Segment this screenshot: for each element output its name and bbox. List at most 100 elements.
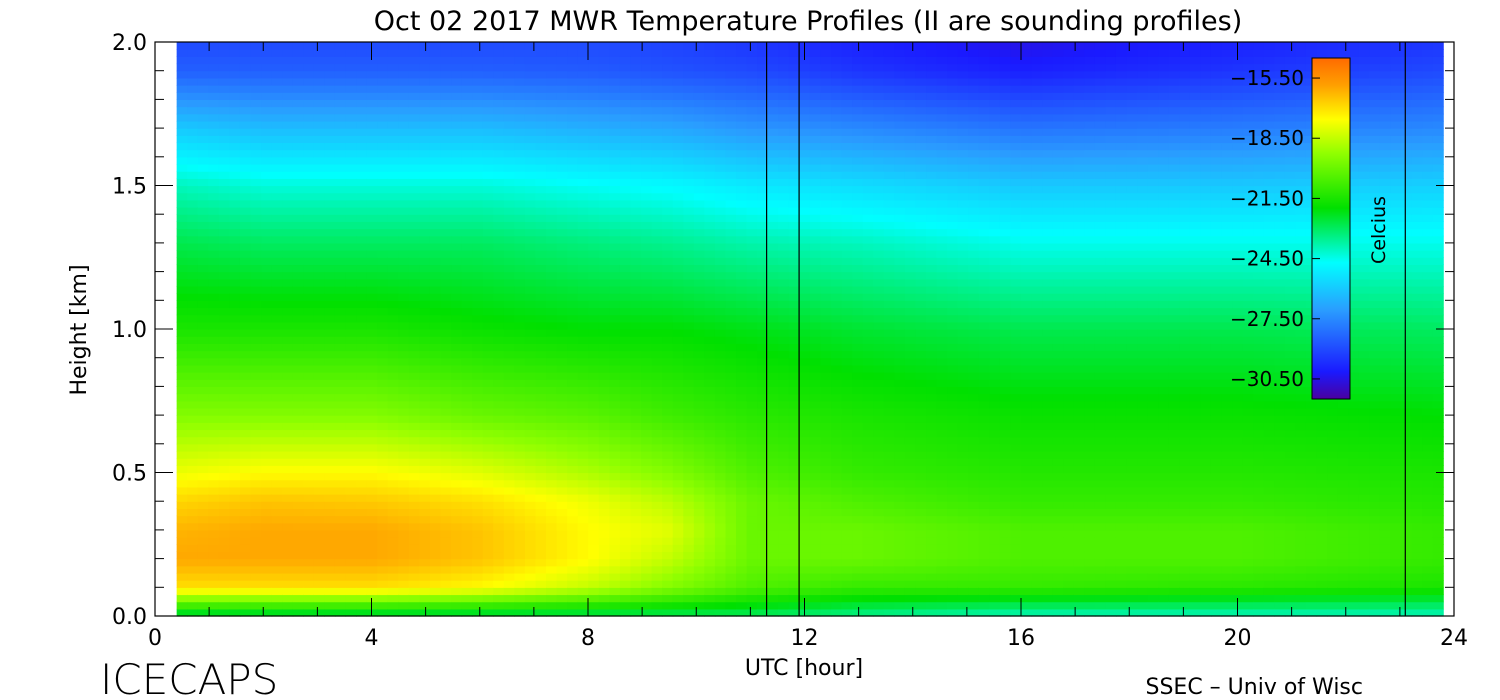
heatmap-cell bbox=[820, 128, 832, 136]
heatmap-cell bbox=[503, 163, 515, 172]
heatmap-cell bbox=[461, 128, 473, 136]
heatmap-cell bbox=[609, 357, 621, 366]
heatmap-cell bbox=[767, 235, 779, 244]
heatmap-cell bbox=[313, 443, 326, 452]
heatmap-cell bbox=[767, 250, 779, 258]
heatmap-cell bbox=[757, 70, 769, 79]
heatmap-cell bbox=[218, 113, 231, 122]
heatmap-cell bbox=[598, 70, 610, 79]
heatmap-cell bbox=[503, 70, 515, 79]
heatmap-cell bbox=[598, 537, 610, 545]
heatmap-cell bbox=[820, 221, 832, 230]
heatmap-cell bbox=[239, 192, 252, 201]
heatmap-cell bbox=[250, 501, 262, 509]
heatmap-cell bbox=[567, 235, 579, 244]
heatmap-cell bbox=[229, 242, 241, 251]
heatmap-cell bbox=[725, 608, 737, 617]
heatmap-cell bbox=[419, 465, 431, 474]
heatmap-cell bbox=[736, 235, 748, 244]
heatmap-cell bbox=[345, 594, 357, 603]
heatmap-cell bbox=[503, 587, 515, 596]
heatmap-cell bbox=[535, 572, 547, 581]
heatmap-cell bbox=[820, 271, 832, 280]
heatmap-cell bbox=[820, 178, 832, 187]
heatmap-cell bbox=[419, 379, 431, 387]
heatmap-cell bbox=[514, 271, 526, 280]
heatmap-cell bbox=[799, 429, 811, 438]
heatmap-cell bbox=[250, 329, 262, 337]
heatmap-cell bbox=[757, 221, 769, 230]
heatmap-cell bbox=[229, 494, 241, 502]
heatmap-cell bbox=[440, 494, 452, 502]
heatmap-cell bbox=[377, 92, 389, 100]
heatmap-cell bbox=[261, 63, 273, 72]
heatmap-cell bbox=[377, 494, 389, 502]
heatmap-cell bbox=[472, 544, 484, 553]
heatmap-cell bbox=[736, 156, 748, 165]
heatmap-cell bbox=[714, 558, 727, 567]
heatmap-cell bbox=[366, 522, 378, 531]
heatmap-cell bbox=[757, 515, 769, 524]
heatmap-cell bbox=[261, 214, 273, 222]
heatmap-cell bbox=[567, 379, 579, 387]
heatmap-cell bbox=[229, 42, 241, 50]
heatmap-cell bbox=[619, 558, 632, 567]
heatmap-cell bbox=[693, 501, 705, 509]
heatmap-cell bbox=[609, 501, 621, 509]
heatmap-cell bbox=[598, 558, 610, 567]
heatmap-cell bbox=[250, 49, 262, 57]
heatmap-cell bbox=[429, 393, 442, 402]
heatmap-cell bbox=[556, 250, 568, 258]
heatmap-cell bbox=[303, 99, 315, 108]
heatmap-cell bbox=[788, 271, 800, 280]
heatmap-cell bbox=[757, 544, 769, 553]
heatmap-cell bbox=[546, 135, 558, 144]
heatmap-cell bbox=[725, 429, 737, 438]
heatmap-cell bbox=[556, 537, 568, 545]
heatmap-cell bbox=[482, 386, 494, 395]
heatmap-cell bbox=[271, 307, 283, 316]
heatmap-cell bbox=[377, 250, 389, 258]
heatmap-cell bbox=[651, 278, 663, 287]
heatmap-cell bbox=[809, 608, 822, 617]
heatmap-cell bbox=[313, 422, 326, 431]
heatmap-cell bbox=[714, 472, 727, 481]
heatmap-cell bbox=[662, 357, 674, 366]
heatmap-cell bbox=[408, 199, 420, 208]
heatmap-cell bbox=[282, 128, 294, 136]
heatmap-cell bbox=[630, 70, 642, 79]
heatmap-cell bbox=[503, 42, 515, 50]
heatmap-cell bbox=[440, 92, 452, 100]
heatmap-cell bbox=[831, 594, 843, 603]
heatmap-cell bbox=[377, 63, 389, 72]
heatmap-cell bbox=[429, 386, 442, 395]
heatmap-cell bbox=[809, 529, 822, 538]
heatmap-cell bbox=[324, 372, 336, 380]
heatmap-cell bbox=[271, 407, 283, 416]
heatmap-cell bbox=[218, 343, 231, 352]
heatmap-cell bbox=[366, 415, 378, 423]
heatmap-cell bbox=[261, 250, 273, 258]
heatmap-cell bbox=[503, 285, 515, 294]
heatmap-cell bbox=[524, 163, 537, 172]
heatmap-cell bbox=[641, 221, 653, 230]
heatmap-cell bbox=[398, 608, 410, 617]
heatmap-cell bbox=[451, 551, 463, 560]
heatmap-cell bbox=[546, 264, 558, 273]
heatmap-cell bbox=[672, 329, 684, 337]
heatmap-cell bbox=[746, 264, 758, 273]
heatmap-cell bbox=[567, 192, 579, 201]
heatmap-cell bbox=[831, 580, 843, 588]
heatmap-cell bbox=[831, 443, 843, 452]
heatmap-cell bbox=[408, 415, 420, 423]
heatmap-cell bbox=[630, 106, 642, 115]
heatmap-cell bbox=[377, 350, 389, 359]
heatmap-cell bbox=[472, 608, 484, 617]
heatmap-cell bbox=[799, 250, 811, 258]
heatmap-cell bbox=[598, 207, 610, 215]
heatmap-cell bbox=[324, 580, 336, 588]
heatmap-cell bbox=[767, 415, 779, 423]
heatmap-cell bbox=[345, 42, 357, 50]
heatmap-cell bbox=[757, 608, 769, 617]
heatmap-cell bbox=[282, 572, 294, 581]
